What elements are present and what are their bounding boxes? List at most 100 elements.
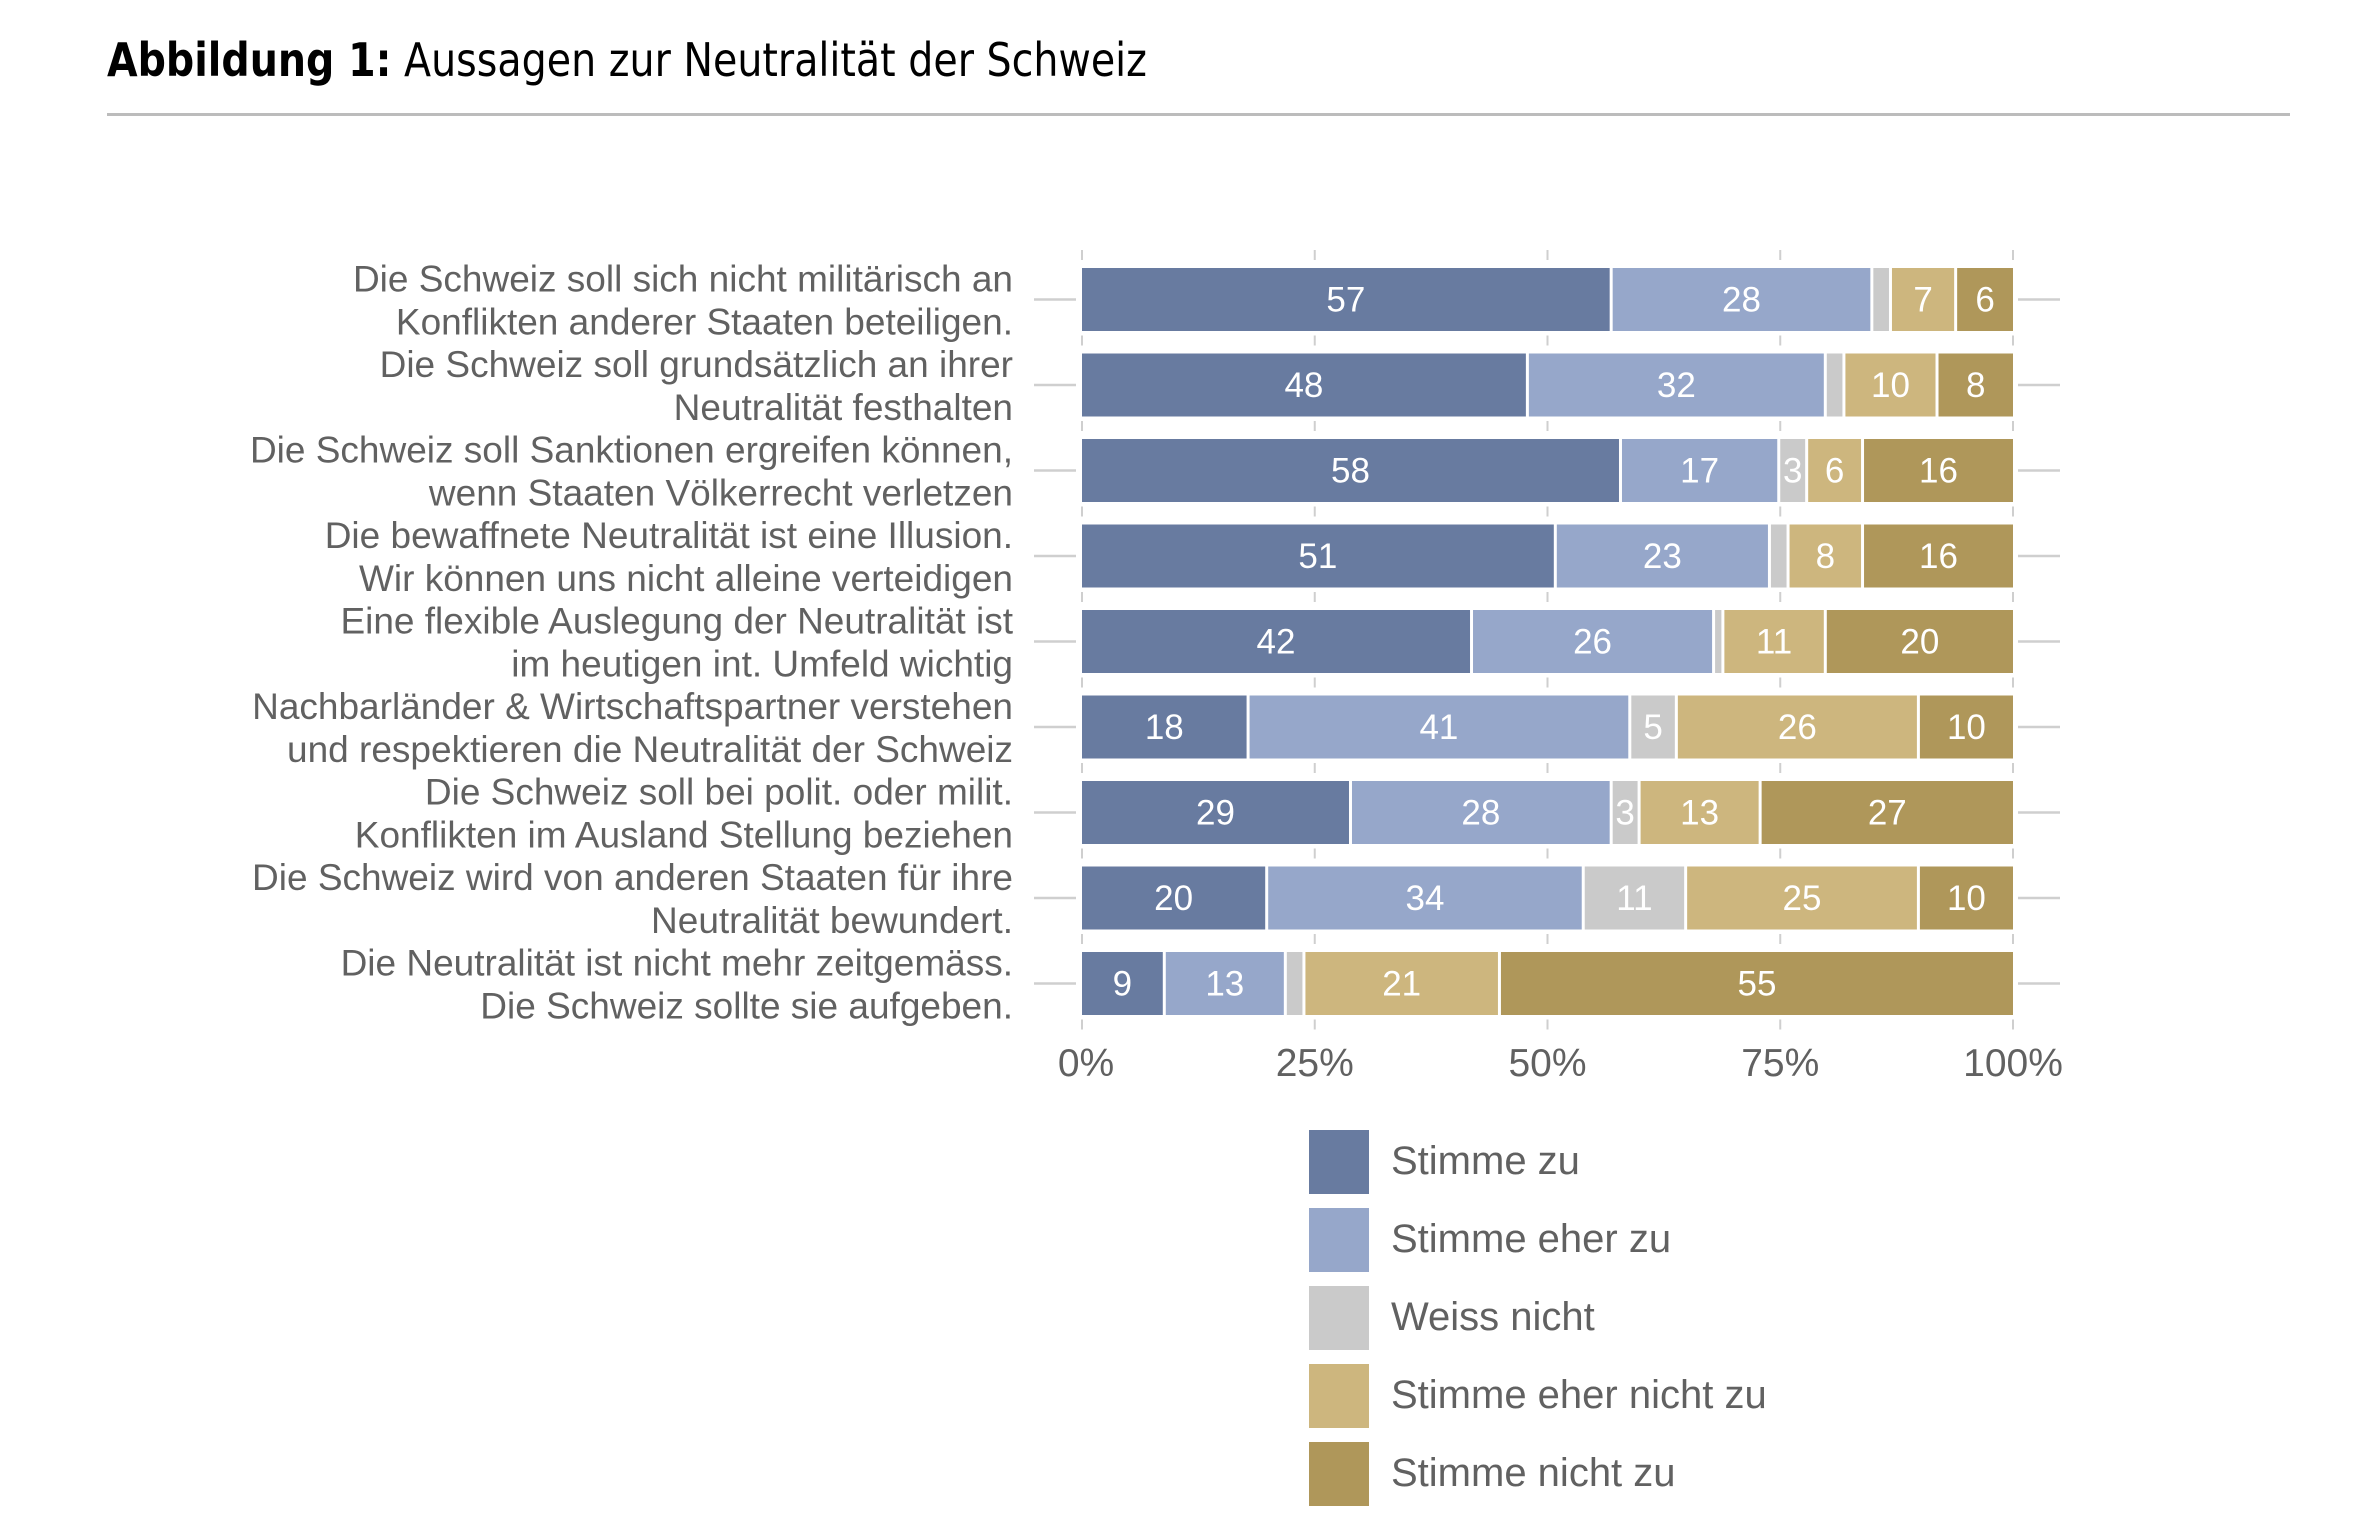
legend-item-stimme-eher-nicht-zu: Stimme eher nicht zu [1309,1364,1767,1442]
bar-segment-stimme-eher-nicht-zu [1640,781,1759,844]
value-label: 6 [1825,452,1844,491]
category-label-line: Neutralität bewundert. [651,900,1013,941]
category-label-line: Die Schweiz soll sich nicht militärisch … [353,259,1013,300]
bar-segment-stimme-nicht-zu [1761,781,2013,844]
category-label-line: Eine flexible Auslegung der Neutralität … [340,601,1013,642]
value-label: 28 [1722,281,1761,320]
legend-label: Stimme zu [1391,1139,1580,1183]
value-label: 8 [1816,537,1835,576]
legend-swatch [1309,1208,1369,1272]
bar-segment-stimme-nicht-zu [1500,952,2013,1015]
legend-item-stimme-zu: Stimme zu [1309,1130,1767,1208]
bar-segment-stimme-eher-nicht-zu [1305,952,1498,1015]
category-label-line: Die Neutralität ist nicht mehr zeitgemäs… [341,943,1013,984]
category-label-line: Die Schweiz sollte sie aufgeben. [480,986,1013,1027]
value-label: 8 [1966,366,1985,405]
bar-segment-weiss-nicht [1715,610,1722,673]
value-label: 58 [1331,452,1370,491]
bar-segment-stimme-eher-zu [1268,866,1582,930]
bar-segment-stimme-eher-nicht-zu [1891,268,1955,331]
bar-segment-weiss-nicht [1584,866,1685,930]
bar-segment-stimme-eher-zu [1249,695,1629,759]
bar-segment-stimme-nicht-zu [1957,268,2013,331]
bar-segment-stimme-eher-zu [1528,353,1824,417]
value-label: 32 [1657,366,1696,405]
value-label: 3 [1615,794,1634,833]
bar-segment-stimme-zu [1082,952,1163,1015]
x-tick-label: 50% [1508,1042,1586,1085]
legend-item-weiss-nicht: Weiss nicht [1309,1286,1767,1364]
bar-segment-stimme-eher-nicht-zu [1808,439,1862,502]
category-label: Die Schweiz soll Sanktionen ergreifen kö… [250,430,1013,514]
value-label: 11 [1616,879,1652,918]
legend-swatch [1309,1286,1369,1350]
value-label: 25 [1783,879,1822,918]
figure-title: Abbildung 1: Aussagen zur Neutralität de… [107,30,1147,90]
category-label: Eine flexible Auslegung der Neutralität … [340,601,1013,685]
bar-segment-stimme-eher-nicht-zu [1845,353,1936,417]
bar-segment-stimme-zu [1082,610,1471,673]
value-label: 55 [1738,965,1777,1004]
value-label: 10 [1871,366,1910,405]
title-divider [107,113,2290,116]
category-label-line: Konflikten im Ausland Stellung beziehen [355,815,1013,856]
value-label: 42 [1257,623,1296,662]
category-label-line: wenn Staaten Völkerrecht verletzen [428,473,1013,514]
value-label: 26 [1573,623,1612,662]
value-label: 26 [1778,708,1817,747]
bar-segment-stimme-zu [1082,524,1554,588]
category-label: Die bewaffnete Neutralität ist eine Illu… [325,515,1013,599]
category-label-line: Die Schweiz soll Sanktionen ergreifen kö… [250,430,1013,471]
legend-label: Stimme eher zu [1391,1217,1672,1261]
value-label: 48 [1284,366,1323,405]
bar-segment-weiss-nicht [1873,268,1889,331]
bar-segment-weiss-nicht [1780,439,1806,502]
x-tick-label: 100% [1963,1042,2063,1085]
legend-item-stimme-eher-zu: Stimme eher zu [1309,1208,1767,1286]
bar-segment-stimme-eher-zu [1473,610,1713,673]
bar-segment-weiss-nicht [1826,353,1843,417]
bar-segment-stimme-nicht-zu [1938,353,2013,417]
figure-number: Abbildung 1: [107,33,392,87]
category-label: Die Schweiz soll sich nicht militärisch … [353,259,1013,343]
value-label: 3 [1783,452,1802,491]
value-label: 16 [1919,537,1958,576]
legend-label: Stimme nicht zu [1391,1451,1676,1495]
bar-segment-weiss-nicht [1612,781,1638,844]
bar-segment-stimme-nicht-zu [1919,695,2013,759]
bar-segment-stimme-eher-nicht-zu [1789,524,1862,588]
value-label: 18 [1145,708,1184,747]
value-label: 41 [1419,708,1458,747]
value-label: 9 [1113,965,1132,1004]
bar-segment-stimme-nicht-zu [1864,439,2013,502]
bar-segment-weiss-nicht [1631,695,1675,759]
category-label: Nachbarländer & Wirtschaftspartner verst… [252,686,1013,770]
value-label: 23 [1643,537,1682,576]
value-label: 10 [1947,708,1986,747]
category-label: Die Neutralität ist nicht mehr zeitgemäs… [341,943,1013,1027]
bar-segment-stimme-eher-nicht-zu [1687,866,1917,930]
bar-segment-stimme-eher-nicht-zu [1677,695,1917,759]
value-label: 27 [1868,794,1907,833]
legend-swatch [1309,1442,1369,1506]
x-tick-label: 0% [1058,1042,1114,1085]
value-label: 10 [1947,879,1986,918]
value-label: 21 [1382,965,1421,1004]
x-tick-label: 75% [1741,1042,1819,1085]
value-label: 57 [1326,281,1365,320]
x-tick-label: 25% [1276,1042,1354,1085]
legend-label: Stimme eher nicht zu [1391,1373,1767,1417]
category-label-line: Die Schweiz soll grundsätzlich an ihrer [380,344,1013,385]
value-label: 16 [1919,452,1958,491]
category-label: Die Schweiz soll bei polit. oder milit. K… [355,772,1013,856]
axis-ticks [1034,250,2060,1030]
bar-segment-stimme-nicht-zu [1864,524,2013,588]
bar-segment-stimme-eher-zu [1165,952,1284,1015]
bar-segment-stimme-eher-zu [1612,268,1871,331]
category-label-line: und respektieren die Neutralität der Sch… [287,729,1013,770]
category-label-line: Die Schweiz wird von anderen Staaten für… [252,857,1013,898]
bar-segment-stimme-eher-zu [1351,781,1610,844]
bar-segment-stimme-nicht-zu [1919,866,2013,930]
category-label-line: Die bewaffnete Neutralität ist eine Illu… [325,515,1013,556]
category-label-line: im heutigen int. Umfeld wichtig [511,644,1013,685]
